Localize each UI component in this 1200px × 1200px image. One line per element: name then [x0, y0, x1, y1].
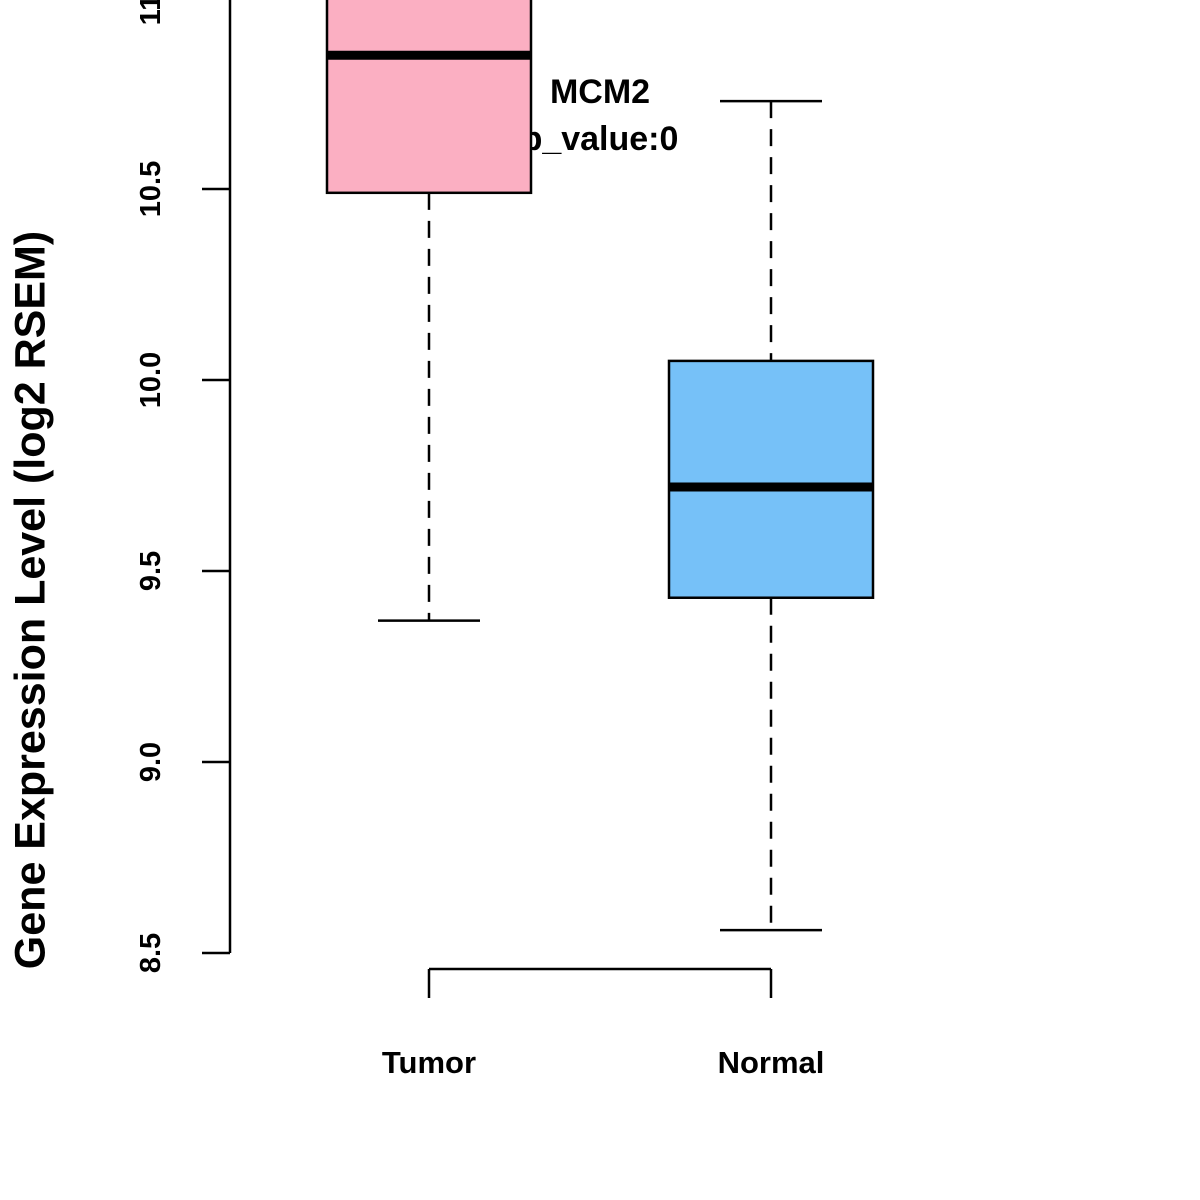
x-tick-label: Tumor	[382, 1045, 476, 1080]
y-tick-label: 9.0	[135, 742, 167, 782]
box-normal	[667, 99, 875, 932]
iqr-box	[667, 359, 875, 599]
x-tick-label: Normal	[718, 1045, 825, 1080]
chart-title: MCM2	[549, 73, 651, 111]
box-tumor	[325, 0, 533, 622]
y-tick-label: 10.0	[135, 352, 167, 408]
y-tick-label: 9.5	[135, 551, 167, 591]
iqr-box	[325, 0, 533, 195]
chart-subtitle: p_value:0	[521, 120, 679, 158]
y-tick-label: 8.5	[135, 933, 167, 973]
y-tick-label: 11.0	[135, 0, 167, 25]
y-tick-label: 10.5	[135, 161, 167, 217]
